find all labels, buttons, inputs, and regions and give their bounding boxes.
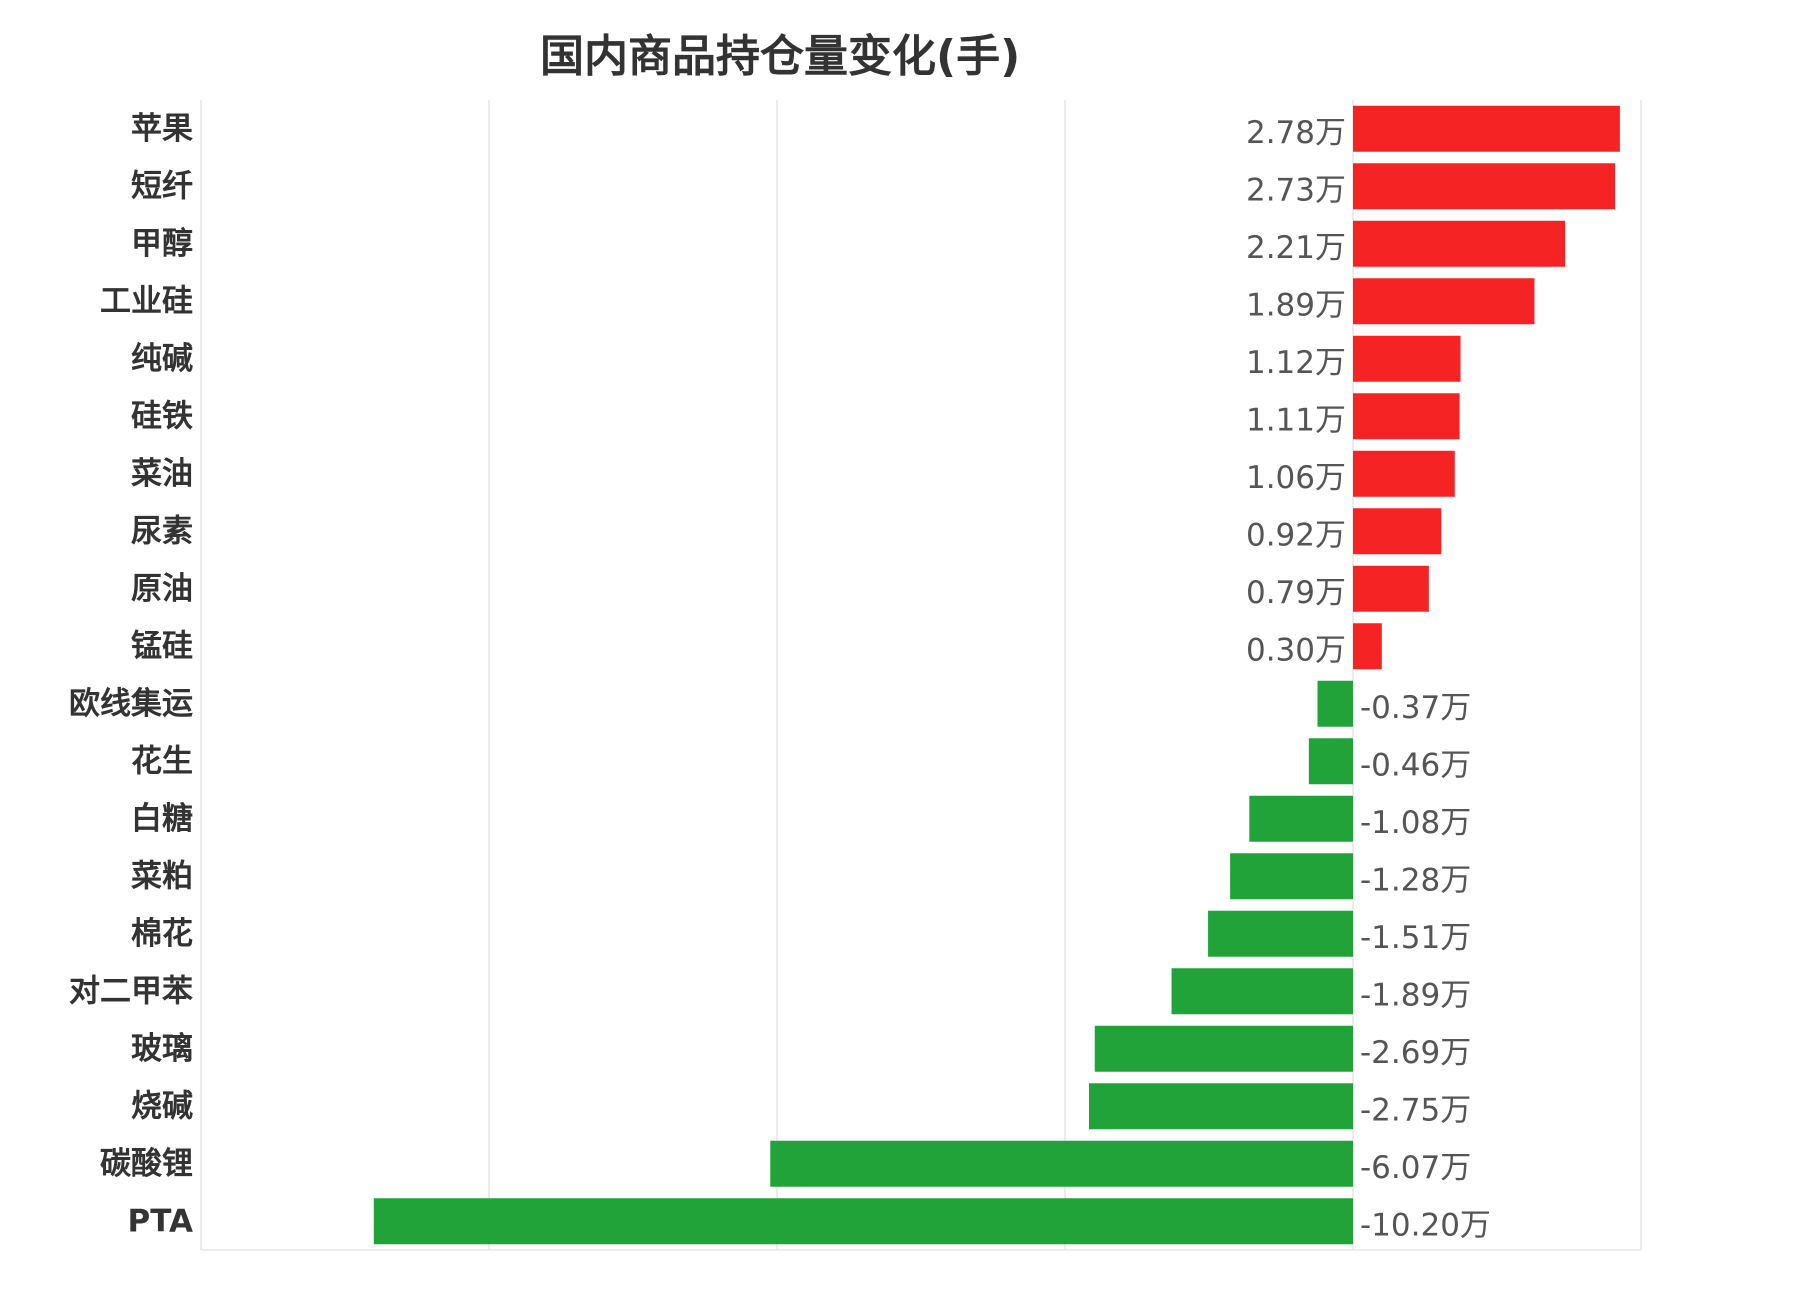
data-label: -1.51万 xyxy=(1360,920,1471,956)
bar xyxy=(1353,623,1382,670)
bar xyxy=(1308,738,1353,785)
data-label: -0.37万 xyxy=(1360,690,1471,726)
category-label: 玻璃 xyxy=(131,1031,193,1067)
bar xyxy=(1208,910,1353,957)
bar xyxy=(1353,393,1460,440)
bar xyxy=(1089,1083,1353,1130)
category-label: 白糖 xyxy=(131,801,193,837)
bar xyxy=(1353,220,1566,267)
category-label: 锰硅 xyxy=(131,628,193,664)
bar-layer xyxy=(373,105,1620,1245)
category-label: 短纤 xyxy=(131,168,193,204)
bar xyxy=(1230,853,1353,900)
bar xyxy=(1353,565,1429,612)
data-label: -2.75万 xyxy=(1360,1092,1471,1128)
data-label: 0.79万 xyxy=(1246,575,1346,611)
bar xyxy=(1353,105,1620,152)
data-label: 0.30万 xyxy=(1246,632,1346,668)
data-label: -1.89万 xyxy=(1360,977,1471,1013)
data-label: 2.73万 xyxy=(1246,172,1346,208)
bar xyxy=(373,1198,1353,1245)
category-label: 菜油 xyxy=(131,456,193,492)
data-label: 1.12万 xyxy=(1246,345,1346,381)
data-label: 2.78万 xyxy=(1246,115,1346,151)
data-label: -2.69万 xyxy=(1360,1035,1471,1071)
chart-title: 国内商品持仓量变化(手) xyxy=(540,31,1021,82)
bar xyxy=(1353,163,1616,210)
bar xyxy=(1353,508,1442,555)
data-label: -1.08万 xyxy=(1360,805,1471,841)
category-label: 对二甲苯 xyxy=(69,973,193,1009)
data-label: 1.06万 xyxy=(1246,460,1346,496)
category-label: 甲醇 xyxy=(131,226,193,262)
grid-layer xyxy=(200,100,1642,1251)
bar xyxy=(1249,795,1353,842)
category-label: 花生 xyxy=(131,743,193,779)
data-label: 1.11万 xyxy=(1246,402,1346,438)
category-label: 苹果 xyxy=(131,111,193,147)
category-label: PTA xyxy=(128,1203,193,1239)
category-label: 欧线集运 xyxy=(69,686,193,722)
category-label: 硅铁 xyxy=(131,398,193,434)
bar xyxy=(1171,968,1353,1015)
data-label: -6.07万 xyxy=(1360,1150,1471,1186)
bar xyxy=(1353,278,1535,325)
category-label: 棉花 xyxy=(131,916,193,952)
category-label: 纯碱 xyxy=(131,341,193,377)
bar xyxy=(770,1140,1353,1187)
bar xyxy=(1353,335,1461,382)
bar xyxy=(1317,680,1353,727)
data-label: 0.92万 xyxy=(1246,517,1346,553)
data-label: 1.89万 xyxy=(1246,287,1346,323)
data-label: -0.46万 xyxy=(1360,747,1471,783)
data-label: -10.20万 xyxy=(1360,1207,1491,1243)
category-label: 碳酸锂 xyxy=(100,1146,193,1182)
category-label: 菜粕 xyxy=(131,858,193,894)
category-label: 工业硅 xyxy=(100,283,193,319)
data-label: 2.21万 xyxy=(1246,230,1346,266)
bar xyxy=(1353,450,1455,497)
data-label: -1.28万 xyxy=(1360,862,1471,898)
category-label: 烧碱 xyxy=(131,1088,193,1124)
category-label: 原油 xyxy=(131,571,193,607)
category-label: 尿素 xyxy=(131,513,193,549)
bar xyxy=(1094,1025,1353,1072)
